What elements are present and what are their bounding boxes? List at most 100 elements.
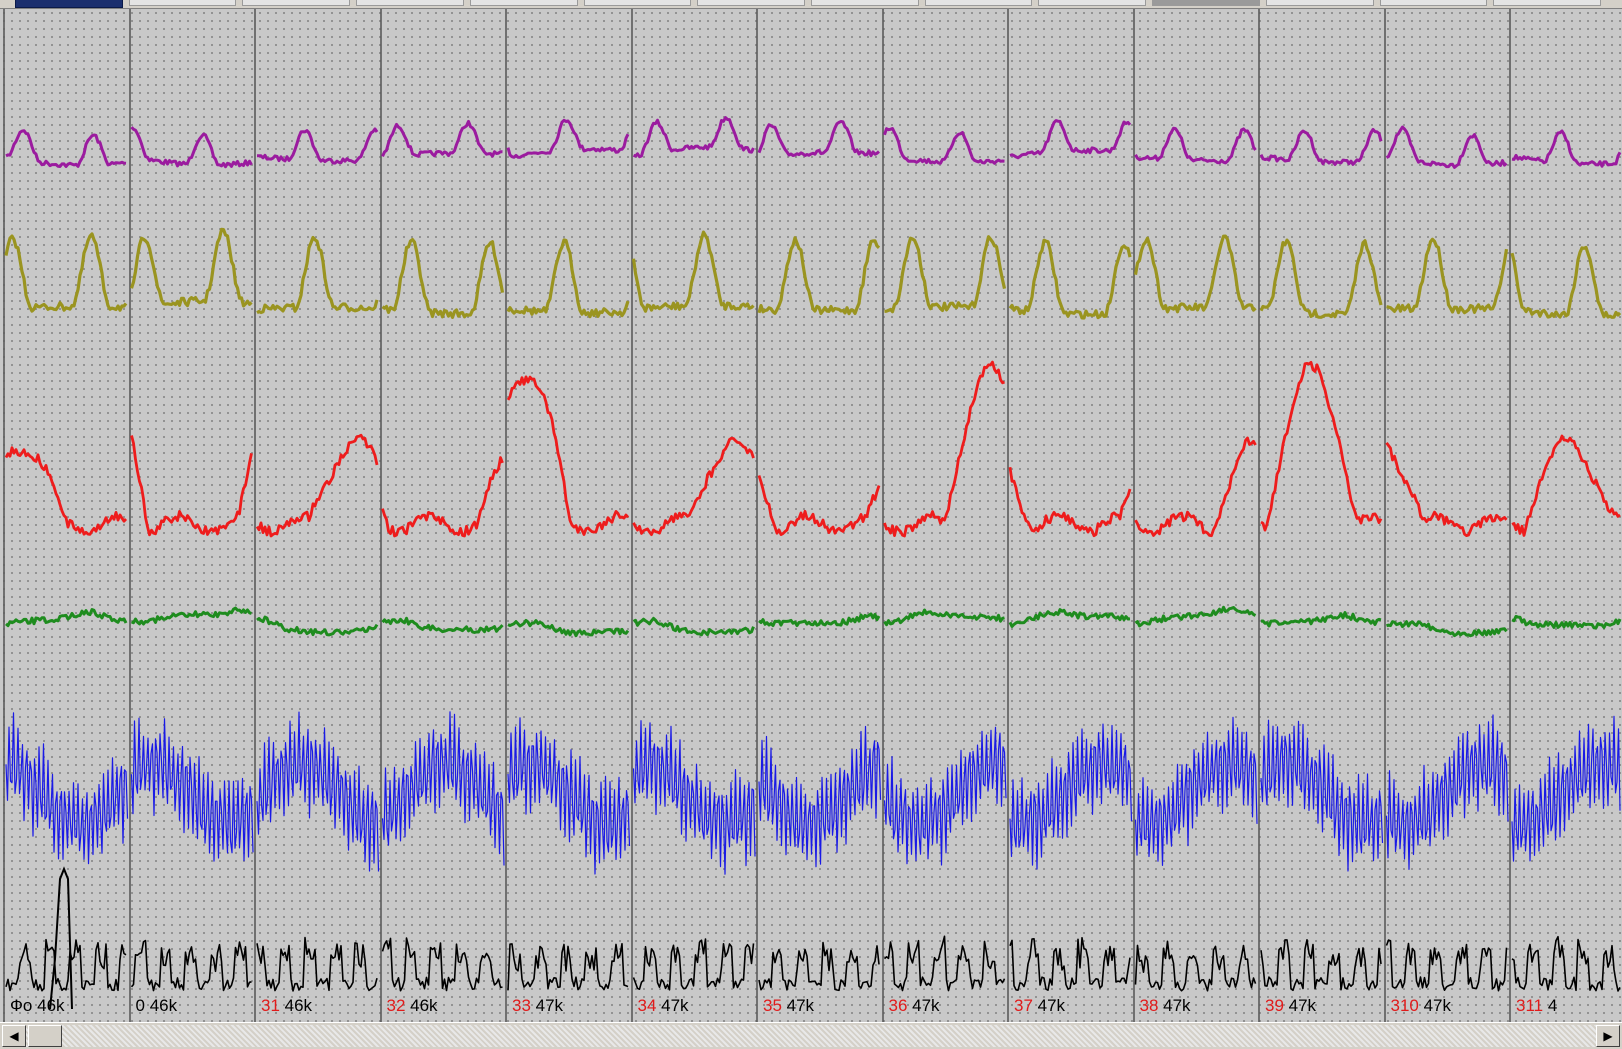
epoch-number: 34 bbox=[637, 996, 662, 1015]
page-tab-6[interactable] bbox=[697, 0, 805, 6]
trace-ch1-epoch-8 bbox=[1009, 119, 1132, 160]
trace-ch4-epoch-11 bbox=[1386, 620, 1508, 638]
trace-ch5-epoch-12 bbox=[1511, 715, 1621, 862]
epoch-label[interactable]: 311 4 bbox=[1516, 996, 1557, 1016]
epoch-number: 39 bbox=[1265, 996, 1289, 1015]
page-tab-1[interactable] bbox=[128, 0, 237, 6]
trace-ch1-epoch-2 bbox=[257, 127, 379, 165]
trace-ch2-epoch-12 bbox=[1510, 245, 1622, 319]
page-tab-5[interactable] bbox=[583, 0, 692, 6]
trace-ch4-epoch-5 bbox=[632, 616, 755, 637]
epoch-number: 35 bbox=[763, 996, 787, 1015]
trace-ch5-epoch-5 bbox=[632, 720, 756, 875]
epoch-label[interactable]: 310 47k bbox=[1391, 996, 1452, 1016]
trace-ch3-epoch-2 bbox=[255, 433, 379, 538]
epoch-value: 47k bbox=[1037, 996, 1066, 1015]
epoch-label[interactable]: Фо 46k bbox=[10, 996, 65, 1016]
epoch-value: 46k bbox=[149, 996, 178, 1015]
signal-chart-area[interactable] bbox=[0, 9, 1622, 1022]
scroll-thumb[interactable] bbox=[28, 1025, 62, 1047]
trace-ch4-epoch-4 bbox=[507, 618, 630, 638]
trace-ch3-epoch-11 bbox=[1385, 441, 1508, 537]
trace-ch6-epoch-4 bbox=[507, 942, 629, 991]
page-tab-13[interactable] bbox=[1493, 0, 1601, 6]
epoch-label[interactable]: 38 47k bbox=[1140, 996, 1191, 1016]
trace-ch6-epoch-3 bbox=[381, 937, 503, 992]
scroll-right-arrow-icon[interactable]: ▶ bbox=[1596, 1025, 1620, 1047]
trace-ch6-epoch-8 bbox=[1009, 936, 1131, 992]
page-tab-10[interactable] bbox=[1152, 0, 1260, 6]
page-tab-4[interactable] bbox=[469, 0, 578, 6]
trace-ch2-epoch-7 bbox=[884, 235, 1007, 314]
epoch-label[interactable]: 33 47k bbox=[512, 996, 563, 1016]
trace-ch5-epoch-3 bbox=[381, 711, 505, 866]
page-tab-7[interactable] bbox=[811, 0, 919, 6]
page-tab-11[interactable] bbox=[1265, 0, 1374, 6]
horizontal-scrollbar[interactable]: ◀ ▶ bbox=[0, 1022, 1622, 1049]
trace-ch4-epoch-9 bbox=[1134, 605, 1257, 628]
trace-ch2-epoch-4 bbox=[506, 238, 630, 319]
trace-ch2-epoch-2 bbox=[256, 235, 379, 315]
epoch-value: 46k bbox=[284, 996, 313, 1015]
trace-ch6-epoch-12 bbox=[1511, 935, 1621, 992]
trace-ch4-epoch-10 bbox=[1260, 611, 1382, 628]
trace-ch5-epoch-9 bbox=[1134, 716, 1258, 867]
page-tab-2[interactable] bbox=[242, 0, 351, 6]
trace-ch1-epoch-12 bbox=[1511, 129, 1622, 168]
trace-ch3-epoch-6 bbox=[757, 475, 881, 536]
epoch-label[interactable]: 0 46k bbox=[136, 996, 178, 1016]
trace-ch3-epoch-8 bbox=[1008, 467, 1132, 538]
epoch-value: 47k bbox=[1288, 996, 1317, 1015]
trace-ch1-epoch-11 bbox=[1385, 125, 1508, 169]
trace-ch6-epoch-5 bbox=[632, 938, 755, 991]
epoch-label[interactable]: 36 47k bbox=[889, 996, 940, 1016]
epoch-value: 47k bbox=[1423, 996, 1452, 1015]
trace-ch1-epoch-3 bbox=[381, 119, 503, 158]
epoch-value: 47k bbox=[786, 996, 815, 1015]
epoch-label[interactable]: 37 47k bbox=[1014, 996, 1065, 1016]
epoch-label[interactable]: 32 46k bbox=[387, 996, 438, 1016]
trace-ch4-epoch-0 bbox=[5, 608, 128, 628]
epoch-number: 37 bbox=[1014, 996, 1038, 1015]
signal-traces bbox=[3, 9, 1622, 1022]
trace-ch3-epoch-3 bbox=[381, 456, 504, 538]
trace-ch4-epoch-12 bbox=[1511, 614, 1622, 630]
epoch-number: 36 bbox=[888, 996, 913, 1015]
scroll-track[interactable] bbox=[26, 1025, 1596, 1047]
page-tab-12[interactable] bbox=[1379, 0, 1488, 6]
trace-ch3-epoch-9 bbox=[1134, 436, 1257, 538]
trace-ch1-epoch-7 bbox=[883, 127, 1005, 165]
trace-ch2-epoch-8 bbox=[1008, 238, 1132, 320]
trace-ch1-epoch-1 bbox=[130, 126, 253, 169]
trace-ch5-epoch-4 bbox=[507, 717, 631, 875]
trace-ch5-epoch-1 bbox=[130, 717, 254, 862]
trace-ch3-epoch-0 bbox=[4, 446, 128, 536]
epoch-number: 38 bbox=[1139, 996, 1164, 1015]
trace-ch2-epoch-3 bbox=[381, 238, 505, 319]
trace-ch6-epoch-9 bbox=[1134, 940, 1257, 992]
trace-ch6-epoch-7 bbox=[883, 935, 1006, 992]
artifact-spike bbox=[49, 866, 73, 1010]
page-tab-3[interactable] bbox=[356, 0, 464, 6]
epoch-value: 46k bbox=[37, 996, 65, 1015]
trace-ch3-epoch-12 bbox=[1511, 434, 1621, 537]
trace-ch3-epoch-5 bbox=[632, 436, 755, 536]
epoch-stage-label: 0 bbox=[135, 996, 150, 1015]
trace-ch4-epoch-6 bbox=[758, 612, 881, 628]
trace-ch3-epoch-1 bbox=[130, 435, 253, 537]
epoch-label[interactable]: 39 47k bbox=[1265, 996, 1316, 1016]
trace-ch6-epoch-0 bbox=[5, 938, 127, 992]
epoch-label[interactable]: 35 47k bbox=[763, 996, 814, 1016]
epoch-stage-label: Фо bbox=[10, 996, 38, 1015]
page-tab-0[interactable] bbox=[15, 0, 123, 8]
trace-ch2-epoch-1 bbox=[129, 227, 253, 308]
epoch-label[interactable]: 34 47k bbox=[638, 996, 689, 1016]
epoch-label[interactable]: 31 46k bbox=[261, 996, 312, 1016]
scroll-left-arrow-icon[interactable]: ◀ bbox=[2, 1025, 26, 1047]
page-tab-9[interactable] bbox=[1038, 0, 1147, 6]
trace-ch2-epoch-9 bbox=[1133, 234, 1257, 314]
page-tab-8[interactable] bbox=[924, 0, 1033, 6]
epoch-number: 310 bbox=[1390, 996, 1424, 1015]
trace-ch4-epoch-7 bbox=[883, 608, 1005, 627]
trace-ch3-epoch-7 bbox=[883, 360, 1005, 538]
